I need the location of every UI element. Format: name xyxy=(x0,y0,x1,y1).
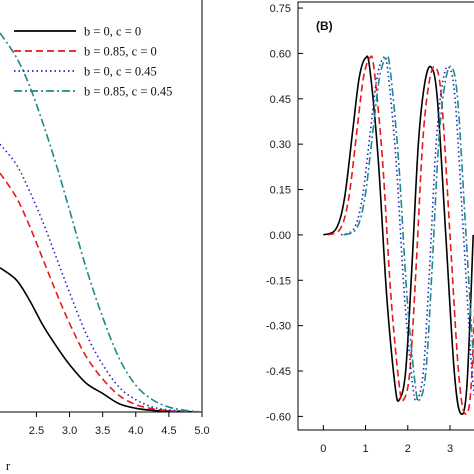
panel-a-series-4 xyxy=(0,32,202,412)
panel-a-series-2 xyxy=(0,172,202,412)
panel-b-label: (B) xyxy=(316,19,333,33)
panel-b-y-tick-label: 0.75 xyxy=(270,3,291,15)
panel-b-y-tick-label: -0.15 xyxy=(266,275,291,287)
panel-a: 2.5 3.0 3.5 4.0 4.5 5.0 r b = 0, c = 0 b = 0.… xyxy=(0,0,210,473)
legend-entry-1: b = 0, c = 0 xyxy=(14,25,141,39)
legend-label-3: b = 0, c = 0.45 xyxy=(84,65,157,79)
panel-b-series-3 xyxy=(340,55,474,402)
panel-a-x-ticks: 2.5 3.0 3.5 4.0 4.5 5.0 xyxy=(29,412,210,437)
panel-b-y-tick-label: 0.30 xyxy=(270,139,291,151)
panel-a-x-tick-label: 3.0 xyxy=(62,425,77,437)
legend-entry-3: b = 0, c = 0.45 xyxy=(14,65,157,79)
panel-b-series-4 xyxy=(343,55,474,402)
panel-a-curves xyxy=(0,32,202,412)
panel-b-y-tick-label: -0.60 xyxy=(266,411,291,423)
panel-a-x-tick-label: 3.5 xyxy=(95,425,110,437)
panel-a-x-tick-label: 4.0 xyxy=(128,425,143,437)
panel-b-x-tick-label: 3 xyxy=(447,443,453,455)
legend-entry-4: b = 0.85, c = 0.45 xyxy=(14,85,172,99)
panel-b-curves xyxy=(322,55,474,416)
panel-a-series-3 xyxy=(0,143,202,412)
panel-b-y-ticks: 0.75 0.60 0.45 0.30 0.15 0.00 -0.15 -0.30 -0.45 -… xyxy=(266,3,303,423)
panel-a-x-tick-label: 4.5 xyxy=(161,425,176,437)
panel-b-y-tick-label: -0.45 xyxy=(266,366,291,378)
panel-b-series-1 xyxy=(322,55,474,416)
panel-b-y-tick-label: -0.30 xyxy=(266,321,291,333)
panel-b-x-tick-label: 1 xyxy=(362,443,368,455)
legend-label-1: b = 0, c = 0 xyxy=(84,25,141,39)
panel-b-y-tick-label: 0.15 xyxy=(270,185,291,197)
legend: b = 0, c = 0 b = 0.85, c = 0 b = 0, c = … xyxy=(14,25,172,99)
legend-label-2: b = 0.85, c = 0 xyxy=(84,45,157,59)
panel-a-series-1 xyxy=(0,267,202,412)
panel-b-x-tick-label: 0 xyxy=(320,443,326,455)
panel-b-x-ticks: 0 1 2 3 xyxy=(320,425,453,455)
panel-b-y-tick-label: 0.60 xyxy=(270,48,291,60)
panel-b-x-tick-label: 2 xyxy=(405,443,411,455)
panel-a-x-tick-label: 2.5 xyxy=(29,425,44,437)
panel-b-y-tick-label: 0.45 xyxy=(270,94,291,106)
panel-b-y-tick-label: 0.00 xyxy=(270,230,291,242)
panel-a-x-tick-label: 5.0 xyxy=(194,425,209,437)
legend-entry-2: b = 0.85, c = 0 xyxy=(14,45,157,59)
legend-label-4: b = 0.85, c = 0.45 xyxy=(84,85,172,99)
panel-b: 0.75 0.60 0.45 0.30 0.15 0.00 -0.15 -0.30 -0.45 -… xyxy=(266,1,474,455)
panel-a-x-label: r xyxy=(6,458,11,473)
panel-b-series-2 xyxy=(327,55,474,416)
panel-b-frame xyxy=(297,1,474,431)
